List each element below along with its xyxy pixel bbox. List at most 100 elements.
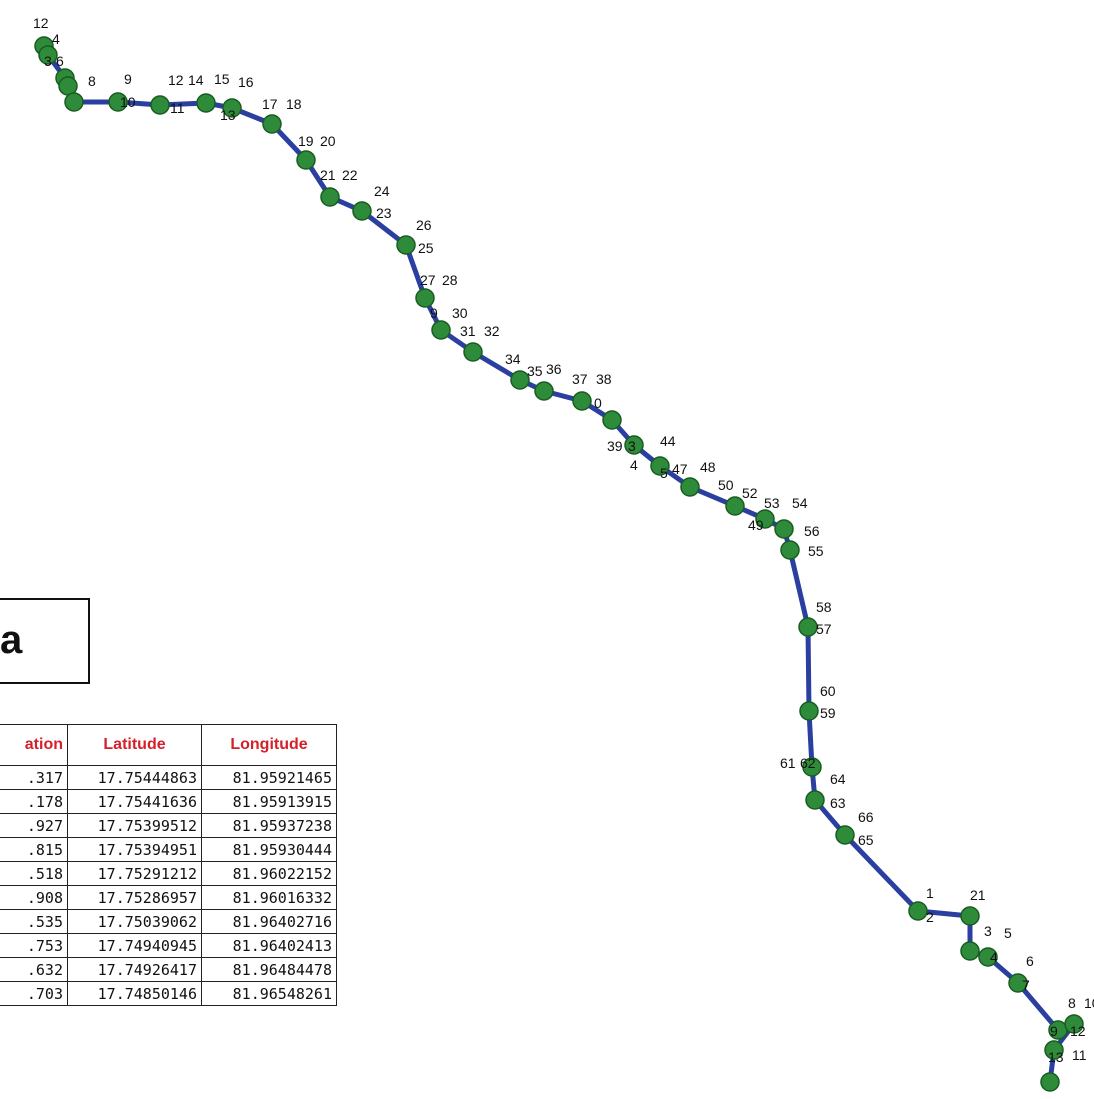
route-node-label: 3 bbox=[628, 438, 636, 454]
table-header-row: ation Latitude Longitude bbox=[0, 724, 337, 766]
route-node-label: 5 bbox=[1004, 925, 1012, 941]
elevation-cell: .908 bbox=[0, 885, 68, 910]
route-node bbox=[534, 381, 554, 401]
route-node-label: 65 bbox=[858, 832, 874, 848]
latitude-cell: 17.75039062 bbox=[67, 909, 202, 934]
table-body: .317 17.75444863 81.95921465.178 17.7544163… bbox=[0, 765, 337, 1006]
route-node-label: 44 bbox=[660, 433, 676, 449]
route-node-label: 49 bbox=[748, 517, 764, 533]
route-node-label: 7 bbox=[1022, 977, 1030, 993]
route-node bbox=[978, 947, 998, 967]
route-node-label: 24 bbox=[374, 183, 390, 199]
route-node-label: 5 bbox=[660, 465, 668, 481]
elevation-cell: .703 bbox=[0, 981, 68, 1006]
route-node-label: 58 bbox=[816, 599, 832, 615]
route-node-label: 63 bbox=[830, 795, 846, 811]
route-node bbox=[835, 825, 855, 845]
route-node bbox=[38, 45, 58, 65]
route-node-label: 13 bbox=[220, 107, 236, 123]
route-node-label: 56 bbox=[804, 523, 820, 539]
route-node-label: 11 bbox=[1072, 1047, 1087, 1063]
route-node bbox=[908, 901, 928, 921]
route-node-label: 11 bbox=[170, 100, 185, 116]
route-node bbox=[780, 540, 800, 560]
elevation-cell: .815 bbox=[0, 837, 68, 862]
longitude-cell: 81.96402716 bbox=[201, 909, 337, 934]
route-node-label: 62 bbox=[800, 755, 816, 771]
route-node bbox=[396, 235, 416, 255]
route-node-label: 50 bbox=[718, 477, 734, 493]
latitude-cell: 17.75444863 bbox=[67, 765, 202, 790]
route-node-label: 38 bbox=[596, 371, 612, 387]
route-node-label: 9 bbox=[1050, 1023, 1058, 1039]
latitude-cell: 17.74940945 bbox=[67, 933, 202, 958]
route-node-label: 6 bbox=[1026, 953, 1034, 969]
longitude-cell: 81.96548261 bbox=[201, 981, 337, 1006]
route-node bbox=[108, 92, 128, 112]
route-node bbox=[510, 370, 530, 390]
route-node bbox=[798, 617, 818, 637]
longitude-cell: 81.95937238 bbox=[201, 813, 337, 838]
route-node-label: 28 bbox=[442, 272, 458, 288]
table-row: .632 17.74926417 81.96484478 bbox=[0, 957, 337, 982]
route-node-label: 47 bbox=[672, 461, 688, 477]
route-node-label: 12 bbox=[33, 15, 49, 31]
route-node-label: 4 bbox=[990, 949, 998, 965]
elevation-cell: .535 bbox=[0, 909, 68, 934]
route-node-label: 9 bbox=[124, 71, 132, 87]
route-node bbox=[1064, 1014, 1084, 1034]
elevation-cell: .753 bbox=[0, 933, 68, 958]
route-node-label: 22 bbox=[342, 167, 358, 183]
route-node-label: 17 bbox=[262, 96, 278, 112]
route-node bbox=[415, 288, 435, 308]
route-node bbox=[222, 98, 242, 118]
route-node-label: 54 bbox=[792, 495, 808, 511]
route-node bbox=[650, 456, 670, 476]
route-node-label: 4 bbox=[52, 31, 60, 47]
route-node-label: 3 bbox=[984, 923, 992, 939]
route-node-label: 21 bbox=[970, 887, 986, 903]
longitude-cell: 81.95921465 bbox=[201, 765, 337, 790]
route-node-label: 10 bbox=[1084, 995, 1094, 1011]
route-node-label: 53 bbox=[764, 495, 780, 511]
route-node bbox=[320, 187, 340, 207]
panel-label-box: a bbox=[0, 598, 90, 684]
route-node-label: 13 bbox=[1048, 1049, 1064, 1065]
route-node-label: 25 bbox=[418, 240, 434, 256]
route-node bbox=[431, 320, 451, 340]
route-node bbox=[960, 941, 980, 961]
route-node bbox=[802, 757, 822, 777]
route-node bbox=[150, 95, 170, 115]
route-node-label: 21 bbox=[320, 167, 336, 183]
route-node-label: 8 bbox=[88, 73, 96, 89]
route-node-label: 18 bbox=[286, 96, 302, 112]
table-row: .908 17.75286957 81.96016332 bbox=[0, 885, 337, 910]
longitude-cell: 81.96484478 bbox=[201, 957, 337, 982]
route-node bbox=[572, 391, 592, 411]
route-node-label: 23 bbox=[376, 205, 392, 221]
route-node-label: 20 bbox=[320, 133, 336, 149]
route-node-label: 14 bbox=[188, 72, 204, 88]
route-node-label: 16 bbox=[238, 74, 254, 90]
route-node bbox=[799, 701, 819, 721]
longitude-cell: 81.96022152 bbox=[201, 861, 337, 886]
route-node-label: 36 bbox=[546, 361, 562, 377]
coordinate-table: ation Latitude Longitude .317 17.75444863… bbox=[0, 724, 337, 1006]
route-node-label: 37 bbox=[572, 371, 588, 387]
route-node bbox=[352, 201, 372, 221]
route-node-label: 61 bbox=[780, 755, 796, 771]
route-node-label: 12 bbox=[1070, 1023, 1086, 1039]
longitude-cell: 81.95930444 bbox=[201, 837, 337, 862]
route-node bbox=[1044, 1040, 1064, 1060]
route-node-label: 64 bbox=[830, 771, 846, 787]
route-node-label: 15 bbox=[214, 71, 230, 87]
latitude-cell: 17.75291212 bbox=[67, 861, 202, 886]
route-node bbox=[805, 790, 825, 810]
table-row: .317 17.75444863 81.95921465 bbox=[0, 765, 337, 790]
latitude-cell: 17.74850146 bbox=[67, 981, 202, 1006]
route-node-label: 31 bbox=[460, 323, 476, 339]
table-row: .518 17.75291212 81.96022152 bbox=[0, 861, 337, 886]
longitude-cell: 81.96016332 bbox=[201, 885, 337, 910]
route-node bbox=[602, 410, 622, 430]
